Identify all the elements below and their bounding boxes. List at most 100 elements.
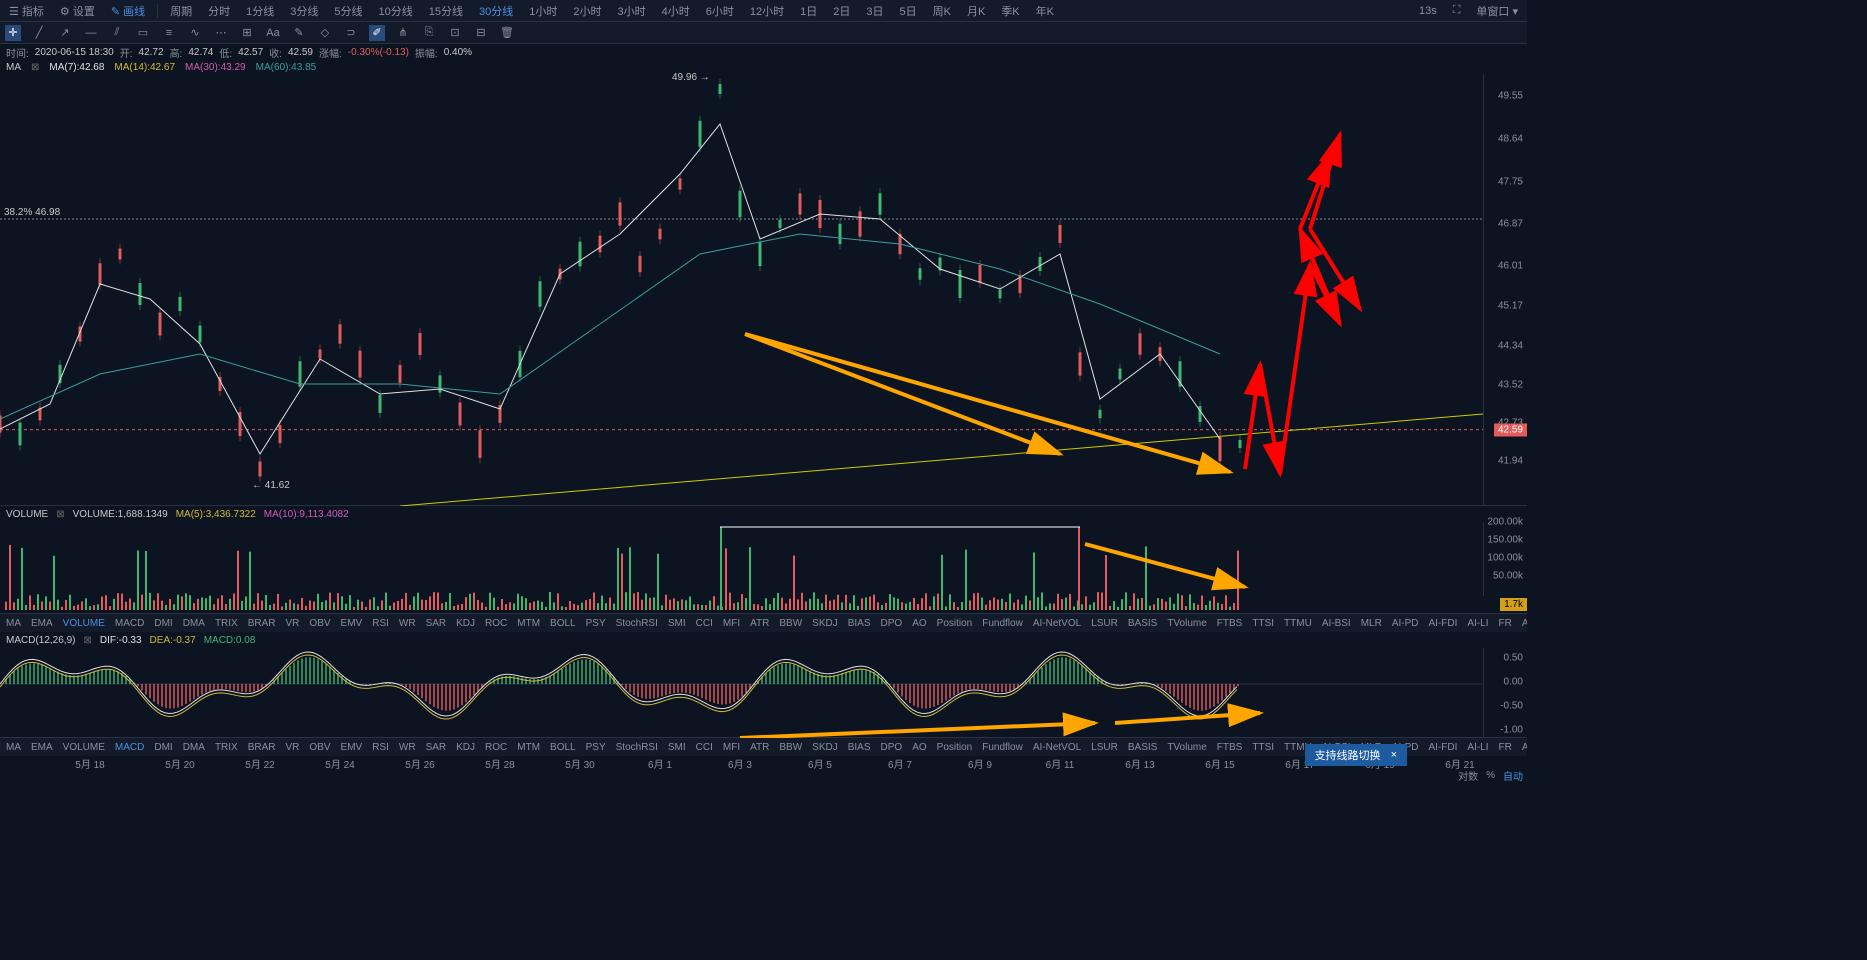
indicator-CCI[interactable]: CCI [696,742,713,753]
drawline-btn[interactable]: ✎ 画线 [107,3,149,19]
cursor-tool[interactable]: ✛ [5,25,21,41]
indicator-BRAR[interactable]: BRAR [248,742,276,753]
indicator-PSY[interactable]: PSY [586,742,606,753]
period-14[interactable]: 2日 [829,3,854,19]
indicator-SKDJ[interactable]: SKDJ [812,618,838,629]
indicator-PSY[interactable]: PSY [586,618,606,629]
indicator-StochRSI[interactable]: StochRSI [616,618,658,629]
indicator-LSUR[interactable]: LSUR [1091,742,1118,753]
copy-tool[interactable]: ⎘ [421,25,437,41]
delete-tool[interactable]: 🗑 [499,25,515,41]
period-0[interactable]: 分时 [204,3,234,19]
hline-tool[interactable]: — [83,25,99,41]
indicator-SMI[interactable]: SMI [668,742,686,753]
indicator-RSI[interactable]: RSI [372,618,389,629]
parallel-tool[interactable]: ⫽ [109,25,125,41]
indicator-BASIS[interactable]: BASIS [1128,618,1157,629]
indicator-SAR[interactable]: SAR [426,618,447,629]
indicator-MACD[interactable]: MACD [115,618,144,629]
indicator-BOLL[interactable]: BOLL [550,618,576,629]
indicator-SAR[interactable]: SAR [426,742,447,753]
indicator-TRIX[interactable]: TRIX [215,742,238,753]
indicator-EMV[interactable]: EMV [341,618,363,629]
period-4[interactable]: 10分线 [375,3,417,19]
period-10[interactable]: 4小时 [658,3,694,19]
hide-tool[interactable]: ⊟ [473,25,489,41]
indicator-KDJ[interactable]: KDJ [456,742,475,753]
indicator-AI-FDI[interactable]: AI-FDI [1429,742,1458,753]
indicator-TRIX[interactable]: TRIX [215,618,238,629]
indicator-OBV[interactable]: OBV [309,618,330,629]
brush-tool[interactable]: ✎ [291,25,307,41]
wave-tool[interactable]: ∿ [187,25,203,41]
indicator-AI-NetVOL[interactable]: AI-NetVOL [1033,742,1081,753]
indicator-MFI[interactable]: MFI [723,618,740,629]
indicator-AI-NetVOL[interactable]: AI-NetVOL [1033,618,1081,629]
period-20[interactable]: 年K [1032,3,1058,19]
period-8[interactable]: 2小时 [569,3,605,19]
indicator-Fundflow[interactable]: Fundflow [982,618,1023,629]
indicator-MLR[interactable]: MLR [1361,618,1382,629]
auto-btn[interactable]: 自动 [1503,768,1523,783]
indicator-Fundflow[interactable]: Fundflow [982,742,1023,753]
magnet-tool[interactable]: ⊃ [343,25,359,41]
more-tool[interactable]: ⋯ [213,25,229,41]
indicator-TTSI[interactable]: TTSI [1252,742,1274,753]
indicator-CCI[interactable]: CCI [696,618,713,629]
indicator-AI-LI[interactable]: AI-LI [1467,742,1488,753]
indicator-ATR[interactable]: ATR [750,742,769,753]
indicator-StochRSI[interactable]: StochRSI [616,742,658,753]
text-tool[interactable]: Aa [265,25,281,41]
indicator-EMA[interactable]: EMA [31,742,53,753]
pct-btn[interactable]: % [1486,770,1495,781]
indicator-AI-BST[interactable]: AI-BST [1522,618,1527,629]
period-18[interactable]: 月K [963,3,989,19]
indicator-VOLUME[interactable]: VOLUME [63,742,105,753]
indicator-DPO[interactable]: DPO [881,618,903,629]
lock-tool[interactable]: ⊡ [447,25,463,41]
period-11[interactable]: 6小时 [702,3,738,19]
indicator-TVolume[interactable]: TVolume [1167,742,1206,753]
indicator-TTMU[interactable]: TTMU [1284,618,1312,629]
indicator-AI-PD[interactable]: AI-PD [1392,618,1419,629]
indicator-EMA[interactable]: EMA [31,618,53,629]
indicator-MA[interactable]: MA [6,618,21,629]
period-7[interactable]: 1小时 [525,3,561,19]
rect-tool[interactable]: ▭ [135,25,151,41]
indicator-ATR[interactable]: ATR [750,618,769,629]
main-chart[interactable]: 38.2% 46.98 49.96 → ← 41.62 49.5548.6447… [0,74,1527,506]
indicator-BRAR[interactable]: BRAR [248,618,276,629]
indicator-BBW[interactable]: BBW [779,742,802,753]
indicator-DPO[interactable]: DPO [881,742,903,753]
indicator-TVolume[interactable]: TVolume [1167,618,1206,629]
indicator-BOLL[interactable]: BOLL [550,742,576,753]
indicator-Position[interactable]: Position [937,742,973,753]
window-mode[interactable]: 单窗口 ▾ [1472,3,1522,19]
trend-tool[interactable]: ↗ [57,25,73,41]
indicator-TTSI[interactable]: TTSI [1252,618,1274,629]
indicator-DMA[interactable]: DMA [183,618,205,629]
macd-close-icon[interactable]: ⊠ [83,635,91,646]
indicator-BIAS[interactable]: BIAS [848,618,871,629]
indicator-FR[interactable]: FR [1499,618,1512,629]
indicator-AO[interactable]: AO [912,618,926,629]
indicator-AI-BSI[interactable]: AI-BSI [1322,618,1351,629]
indicator-VOLUME[interactable]: VOLUME [63,618,105,629]
indicator-ROC[interactable]: ROC [485,618,507,629]
indicator-AI-FDI[interactable]: AI-FDI [1429,618,1458,629]
indicator-MTM[interactable]: MTM [517,618,540,629]
indicator-OBV[interactable]: OBV [309,742,330,753]
indicator-DMA[interactable]: DMA [183,742,205,753]
indicator-FTBS[interactable]: FTBS [1217,618,1243,629]
eraser-tool[interactable]: ◇ [317,25,333,41]
indicator-EMV[interactable]: EMV [341,742,363,753]
indicator-BIAS[interactable]: BIAS [848,742,871,753]
ma-close-icon[interactable]: ⊠ [31,62,39,73]
indicator-WR[interactable]: WR [399,618,416,629]
indicator-MFI[interactable]: MFI [723,742,740,753]
period-19[interactable]: 季K [997,3,1023,19]
period-2[interactable]: 3分线 [286,3,322,19]
indicator-SMI[interactable]: SMI [668,618,686,629]
indicator-MTM[interactable]: MTM [517,742,540,753]
indicator-MACD[interactable]: MACD [115,742,144,753]
